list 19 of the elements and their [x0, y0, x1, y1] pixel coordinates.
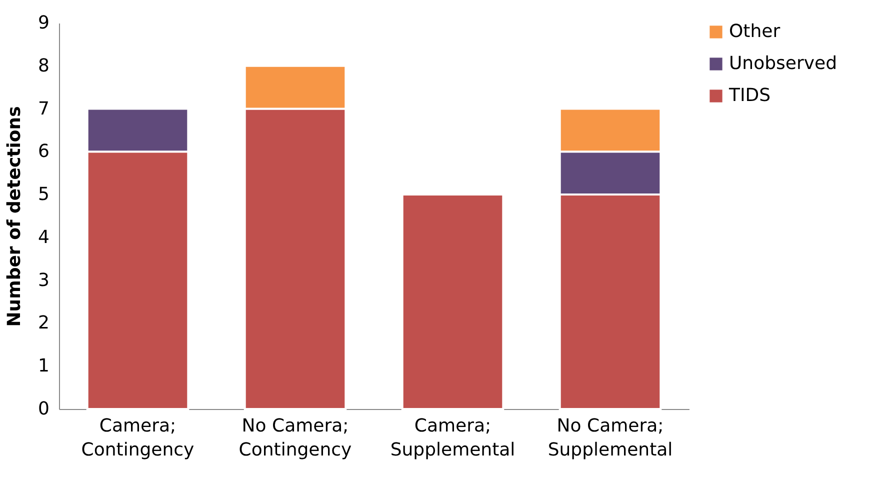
legend-label: Unobserved [729, 53, 838, 74]
x-tick-label: No Camera; Supplemental [548, 416, 673, 460]
y-tick-label: 3 [38, 270, 50, 291]
y-axis-title: Number of detections [4, 106, 26, 327]
x-tick-label: Camera; Contingency [81, 416, 195, 460]
y-tick-label: 6 [38, 141, 50, 162]
y-tick-label: 4 [38, 226, 50, 248]
y-tick-label: 0 [38, 398, 50, 420]
x-tick-label: No Camera; Contingency [238, 416, 352, 460]
y-tick-label: 8 [38, 55, 50, 76]
legend-label: TIDS [728, 85, 771, 106]
x-tick-label: Camera; Supplemental [390, 416, 516, 460]
y-tick-label: 1 [38, 356, 50, 377]
legend-label: Other [729, 21, 781, 42]
y-tick-label: 5 [38, 184, 50, 206]
y-tick-label: 2 [38, 312, 50, 334]
y-tick-label: 9 [38, 12, 50, 34]
bar [401, 194, 504, 410]
y-tick-label: 7 [38, 98, 50, 120]
